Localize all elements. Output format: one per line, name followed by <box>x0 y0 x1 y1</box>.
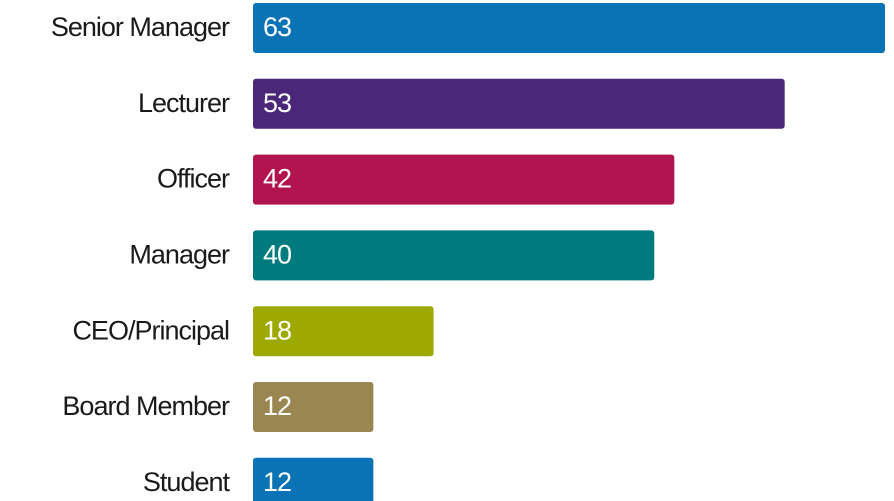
category-label: Officer <box>157 164 230 194</box>
bar <box>253 3 885 53</box>
value-label: 40 <box>263 240 291 270</box>
category-label: Board Member <box>62 391 230 421</box>
bar <box>253 382 374 432</box>
bar <box>253 154 675 205</box>
value-label: 12 <box>263 391 291 421</box>
category-label: Student <box>143 467 231 497</box>
value-label: 12 <box>263 467 291 497</box>
value-label: 63 <box>263 12 291 42</box>
value-label: 18 <box>263 315 291 345</box>
category-label: Manager <box>129 240 230 270</box>
value-label: 53 <box>263 88 291 118</box>
category-label: Senior Manager <box>51 12 230 42</box>
bar <box>253 78 785 129</box>
bar <box>253 457 374 501</box>
category-label: CEO/Principal <box>72 315 229 345</box>
category-label: Lecturer <box>138 88 230 118</box>
bar <box>253 230 655 281</box>
bar <box>253 306 434 357</box>
value-label: 42 <box>263 164 291 194</box>
